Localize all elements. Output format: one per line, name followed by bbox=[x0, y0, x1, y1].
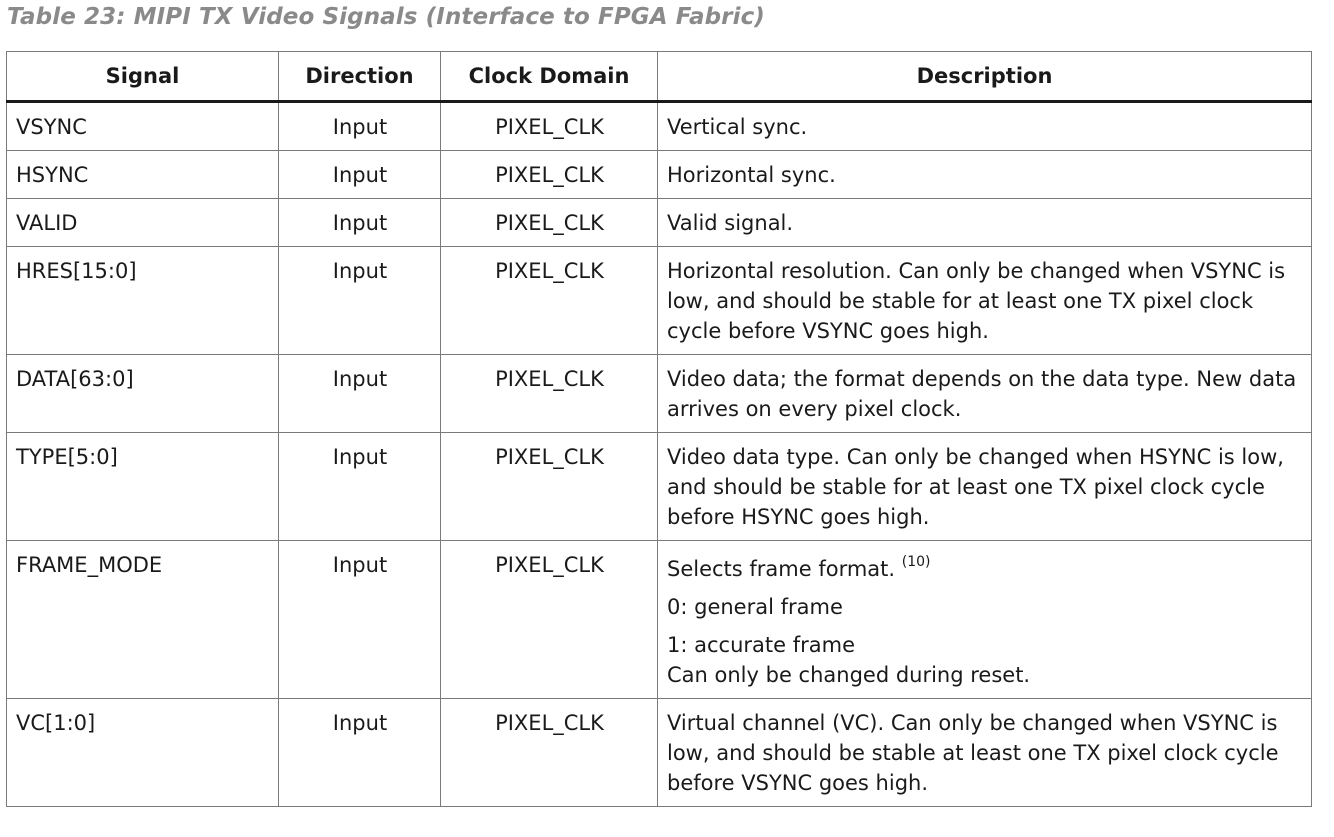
direction-cell: Input bbox=[278, 698, 441, 807]
signal-cell: FRAME_MODE bbox=[6, 540, 279, 699]
column-header-clock-domain: Clock Domain bbox=[440, 51, 658, 103]
table-row: HSYNC Input PIXEL_CLK Horizontal sync. bbox=[6, 150, 1312, 199]
description-line: Selects frame format. (10) bbox=[667, 550, 1303, 584]
clock-domain-cell: PIXEL_CLK bbox=[440, 698, 658, 807]
column-header-direction: Direction bbox=[278, 51, 441, 103]
description-cell: Horizontal sync. bbox=[657, 150, 1312, 199]
clock-domain-cell: PIXEL_CLK bbox=[440, 354, 658, 433]
clock-domain-cell: PIXEL_CLK bbox=[440, 246, 658, 355]
signal-cell: HSYNC bbox=[6, 150, 279, 199]
direction-cell: Input bbox=[278, 354, 441, 433]
description-cell: Valid signal. bbox=[657, 198, 1312, 247]
description-cell: Virtual channel (VC). Can only be change… bbox=[657, 698, 1312, 807]
description-cell: Horizontal resolution. Can only be chang… bbox=[657, 246, 1312, 355]
direction-cell: Input bbox=[278, 432, 441, 541]
clock-domain-cell: PIXEL_CLK bbox=[440, 150, 658, 199]
signal-cell: TYPE[5:0] bbox=[6, 432, 279, 541]
description-cell: Video data; the format depends on the da… bbox=[657, 354, 1312, 433]
footnote-marker[interactable]: (10) bbox=[901, 554, 931, 570]
direction-cell: Input bbox=[278, 540, 441, 699]
table-row: VSYNC Input PIXEL_CLK Vertical sync. bbox=[6, 101, 1312, 151]
description-cell: Video data type. Can only be changed whe… bbox=[657, 432, 1312, 541]
description-cell: Selects frame format. (10) 0: general fr… bbox=[657, 540, 1312, 699]
description-text: Selects frame format. bbox=[667, 557, 896, 581]
signal-cell: DATA[63:0] bbox=[6, 354, 279, 433]
direction-cell: Input bbox=[278, 198, 441, 247]
table-row: FRAME_MODE Input PIXEL_CLK Selects frame… bbox=[6, 540, 1312, 699]
clock-domain-cell: PIXEL_CLK bbox=[440, 540, 658, 699]
clock-domain-cell: PIXEL_CLK bbox=[440, 198, 658, 247]
signals-table: Signal Direction Clock Domain Descriptio… bbox=[6, 51, 1312, 807]
signal-cell: VC[1:0] bbox=[6, 698, 279, 807]
signal-cell: VALID bbox=[6, 198, 279, 247]
column-header-description: Description bbox=[657, 51, 1312, 103]
direction-cell: Input bbox=[278, 101, 441, 151]
clock-domain-cell: PIXEL_CLK bbox=[440, 432, 658, 541]
description-cell: Vertical sync. bbox=[657, 101, 1312, 151]
table-row: HRES[15:0] Input PIXEL_CLK Horizontal re… bbox=[6, 246, 1312, 355]
description-line: 0: general frame bbox=[667, 595, 843, 619]
direction-cell: Input bbox=[278, 246, 441, 355]
signal-cell: VSYNC bbox=[6, 101, 279, 151]
description-line: Can only be changed during reset. bbox=[667, 663, 1031, 687]
description-line: 1: accurate frame bbox=[667, 633, 855, 657]
table-header-row: Signal Direction Clock Domain Descriptio… bbox=[6, 51, 1312, 103]
table-row: VALID Input PIXEL_CLK Valid signal. bbox=[6, 198, 1312, 247]
table-row: DATA[63:0] Input PIXEL_CLK Video data; t… bbox=[6, 354, 1312, 433]
table-row: VC[1:0] Input PIXEL_CLK Virtual channel … bbox=[6, 698, 1312, 807]
direction-cell: Input bbox=[278, 150, 441, 199]
signal-cell: HRES[15:0] bbox=[6, 246, 279, 355]
column-header-signal: Signal bbox=[6, 51, 279, 103]
table-caption: Table 23: MIPI TX Video Signals (Interfa… bbox=[7, 4, 765, 30]
clock-domain-cell: PIXEL_CLK bbox=[440, 101, 658, 151]
table-row: TYPE[5:0] Input PIXEL_CLK Video data typ… bbox=[6, 432, 1312, 541]
